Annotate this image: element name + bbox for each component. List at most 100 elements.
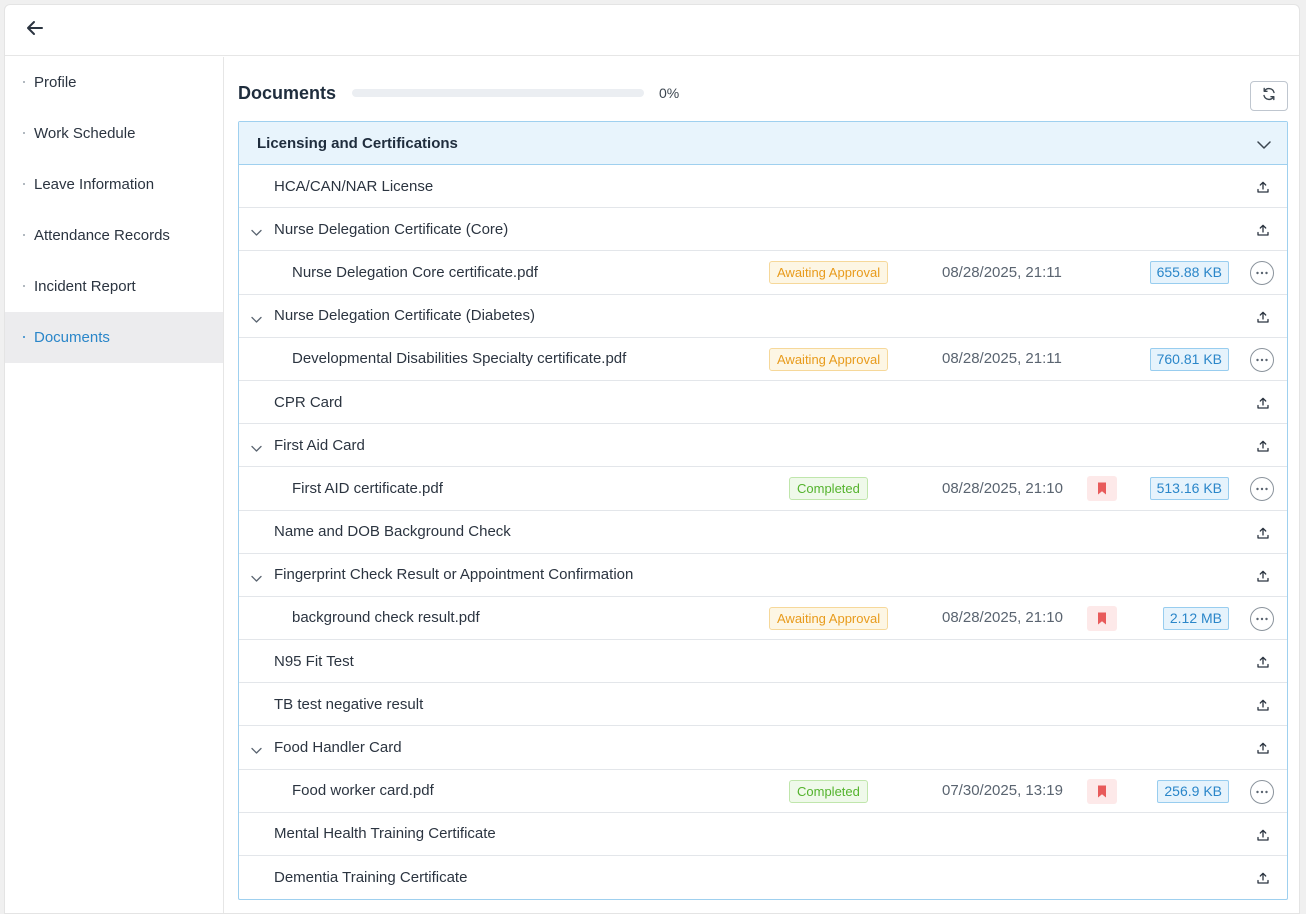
- section-header[interactable]: Licensing and Certifications: [239, 122, 1287, 165]
- bullet-dot: [23, 81, 25, 83]
- refresh-icon: [1261, 86, 1277, 107]
- licensing-panel: Licensing and Certifications HCA/CAN/NAR…: [238, 121, 1288, 901]
- document-category-row: HCA/CAN/NAR License: [239, 165, 1287, 209]
- document-list: HCA/CAN/NAR License Nurse Delegation Cert…: [239, 165, 1287, 899]
- bookmark-flag-icon[interactable]: [1087, 476, 1117, 502]
- main-content: Documents 0% Licensing and Certification…: [238, 57, 1288, 901]
- document-category-row: TB test negative result: [239, 683, 1287, 727]
- sidebar-item-incident-report[interactable]: Incident Report: [5, 261, 223, 312]
- category-label: N95 Fit Test: [274, 652, 354, 670]
- sidebar-item-label: Attendance Records: [34, 227, 170, 244]
- upload-icon[interactable]: [1257, 180, 1269, 197]
- document-category-row: Name and DOB Background Check: [239, 511, 1287, 554]
- more-options-icon[interactable]: [1250, 779, 1274, 804]
- sidebar-item-label: Documents: [34, 329, 110, 346]
- upload-icon[interactable]: [1257, 396, 1269, 413]
- sidebar-item-label: Work Schedule: [34, 125, 136, 142]
- chevron-down-icon[interactable]: [1257, 137, 1271, 155]
- bullet-dot: [23, 336, 25, 338]
- file-size-badge: 760.81 KB: [1149, 347, 1229, 371]
- upload-date: 08/28/2025, 21:11: [942, 350, 1062, 368]
- document-category-row: CPR Card: [239, 381, 1287, 425]
- upload-icon[interactable]: [1257, 310, 1269, 327]
- file-name[interactable]: Food worker card.pdf: [292, 782, 434, 800]
- category-label: CPR Card: [274, 393, 343, 411]
- file-size-badge: 2.12 MB: [1162, 606, 1229, 630]
- file-name[interactable]: background check result.pdf: [292, 609, 480, 627]
- upload-icon[interactable]: [1257, 655, 1269, 672]
- progress-percent: 0%: [659, 85, 680, 101]
- document-category-row: Nurse Delegation Certificate (Core): [239, 208, 1287, 252]
- document-category-row: Mental Health Training Certificate: [239, 813, 1287, 856]
- chevron-down-icon[interactable]: [251, 742, 262, 759]
- upload-icon[interactable]: [1257, 741, 1269, 758]
- file-size-badge: 256.9 KB: [1157, 779, 1229, 803]
- sidebar-item-label: Incident Report: [34, 278, 136, 295]
- category-label: TB test negative result: [274, 695, 424, 713]
- more-options-icon[interactable]: [1250, 606, 1274, 631]
- upload-icon[interactable]: [1257, 569, 1269, 586]
- document-category-row: Fingerprint Check Result or Appointment …: [239, 554, 1287, 597]
- section-title: Licensing and Certifications: [257, 134, 458, 152]
- file-name[interactable]: First AID certificate.pdf: [292, 479, 443, 497]
- more-options-icon[interactable]: [1250, 261, 1274, 286]
- upload-icon[interactable]: [1257, 698, 1269, 715]
- sidebar-item-attendance-records[interactable]: Attendance Records: [5, 210, 223, 261]
- chevron-down-icon[interactable]: [251, 440, 262, 457]
- chevron-down-icon[interactable]: [251, 570, 262, 587]
- back-button[interactable]: [23, 18, 47, 42]
- sidebar-item-profile[interactable]: Profile: [5, 57, 223, 108]
- upload-icon[interactable]: [1257, 871, 1269, 888]
- sidebar-item-label: Leave Information: [34, 176, 155, 193]
- status-badge: Completed: [789, 779, 868, 803]
- file-row: Developmental Disabilities Specialty cer…: [239, 338, 1287, 381]
- category-label: Name and DOB Background Check: [274, 523, 511, 541]
- upload-date: 08/28/2025, 21:10: [942, 479, 1063, 497]
- file-row: First AID certificate.pdf Completed 08/28/…: [239, 467, 1287, 511]
- chevron-down-icon[interactable]: [251, 311, 262, 328]
- category-label: First Aid Card: [274, 436, 365, 454]
- file-row: background check result.pdf Awaiting Appr…: [239, 597, 1287, 641]
- bullet-dot: [23, 234, 25, 236]
- page-title: Documents: [238, 83, 337, 103]
- bookmark-flag-icon[interactable]: [1087, 778, 1117, 804]
- sidebar-item-documents[interactable]: Documents: [5, 312, 223, 363]
- upload-icon[interactable]: [1257, 439, 1269, 456]
- upload-date: 07/30/2025, 13:19: [942, 782, 1063, 800]
- status-badge: Awaiting Approval: [769, 606, 889, 630]
- upload-icon[interactable]: [1257, 223, 1269, 240]
- bullet-dot: [23, 132, 25, 134]
- file-size-badge: 513.16 KB: [1149, 477, 1229, 501]
- upload-icon[interactable]: [1257, 526, 1269, 543]
- document-category-row: First Aid Card: [239, 424, 1287, 468]
- bullet-dot: [23, 285, 25, 287]
- category-label: Nurse Delegation Certificate (Core): [274, 220, 509, 238]
- chevron-down-icon[interactable]: [251, 224, 262, 241]
- more-options-icon[interactable]: [1250, 347, 1274, 372]
- documents-header: Documents 0%: [238, 57, 1288, 121]
- refresh-button[interactable]: [1250, 81, 1288, 111]
- sidebar: Profile Work Schedule Leave Information Att…: [5, 57, 224, 913]
- category-label: Food Handler Card: [274, 739, 402, 757]
- category-label: Mental Health Training Certificate: [274, 825, 496, 843]
- file-row: Food worker card.pdf Completed 07/30/2025,…: [239, 770, 1287, 813]
- category-label: HCA/CAN/NAR License: [274, 177, 434, 195]
- file-size-badge: 655.88 KB: [1149, 261, 1229, 285]
- status-badge: Completed: [789, 477, 868, 501]
- file-name[interactable]: Developmental Disabilities Specialty cer…: [292, 350, 627, 368]
- progress-bar: [352, 89, 644, 97]
- document-category-row: Nurse Delegation Certificate (Diabetes): [239, 295, 1287, 338]
- file-name[interactable]: Nurse Delegation Core certificate.pdf: [292, 263, 538, 281]
- file-row: Nurse Delegation Core certificate.pdf Awa…: [239, 251, 1287, 295]
- status-badge: Awaiting Approval: [769, 347, 889, 371]
- status-badge: Awaiting Approval: [769, 261, 889, 285]
- bookmark-flag-icon[interactable]: [1087, 605, 1117, 631]
- top-bar: [5, 5, 1299, 56]
- sidebar-item-leave-information[interactable]: Leave Information: [5, 159, 223, 210]
- sidebar-item-work-schedule[interactable]: Work Schedule: [5, 108, 223, 159]
- document-category-row: Dementia Training Certificate: [239, 856, 1287, 899]
- upload-icon[interactable]: [1257, 828, 1269, 845]
- more-options-icon[interactable]: [1250, 477, 1274, 502]
- sidebar-item-label: Profile: [34, 74, 77, 91]
- upload-date: 08/28/2025, 21:11: [942, 263, 1062, 281]
